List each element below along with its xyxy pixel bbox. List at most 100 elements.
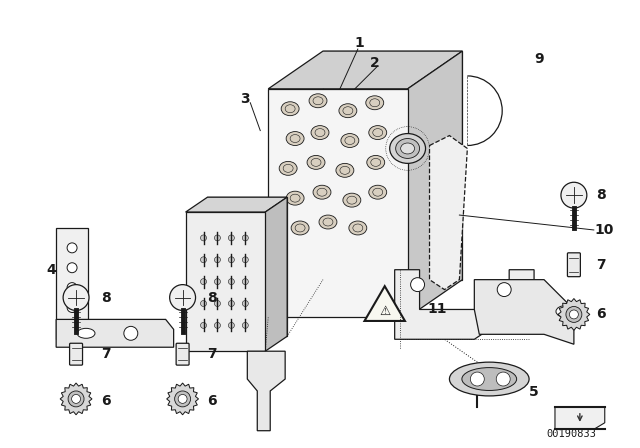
Polygon shape xyxy=(474,280,574,344)
Circle shape xyxy=(497,283,511,297)
Circle shape xyxy=(243,257,248,263)
Ellipse shape xyxy=(339,104,357,118)
Circle shape xyxy=(200,301,207,306)
Circle shape xyxy=(67,283,77,293)
Circle shape xyxy=(228,301,234,306)
Circle shape xyxy=(72,394,81,403)
Text: 3: 3 xyxy=(241,92,250,106)
Ellipse shape xyxy=(349,221,367,235)
Circle shape xyxy=(170,284,196,310)
Ellipse shape xyxy=(369,125,387,139)
Text: 2: 2 xyxy=(370,56,380,70)
Polygon shape xyxy=(558,298,590,330)
Text: 5: 5 xyxy=(529,385,539,399)
Circle shape xyxy=(228,235,234,241)
Ellipse shape xyxy=(281,102,299,116)
Ellipse shape xyxy=(286,132,304,146)
Circle shape xyxy=(214,323,220,328)
Circle shape xyxy=(200,257,207,263)
Circle shape xyxy=(243,323,248,328)
Circle shape xyxy=(214,279,220,284)
Polygon shape xyxy=(56,228,88,339)
Ellipse shape xyxy=(556,306,576,318)
Text: 9: 9 xyxy=(534,52,544,66)
Polygon shape xyxy=(166,383,198,415)
Circle shape xyxy=(228,257,234,263)
Text: 1: 1 xyxy=(355,36,365,50)
Ellipse shape xyxy=(311,125,329,139)
Ellipse shape xyxy=(319,215,337,229)
Polygon shape xyxy=(323,51,462,280)
Circle shape xyxy=(200,323,207,328)
Circle shape xyxy=(124,326,138,340)
Ellipse shape xyxy=(313,185,331,199)
Polygon shape xyxy=(207,197,287,336)
Circle shape xyxy=(570,310,579,319)
Text: ⚠: ⚠ xyxy=(379,305,390,318)
Text: 4: 4 xyxy=(46,263,56,277)
Ellipse shape xyxy=(309,94,327,108)
FancyBboxPatch shape xyxy=(70,343,83,365)
Ellipse shape xyxy=(369,185,387,199)
Circle shape xyxy=(243,301,248,306)
Ellipse shape xyxy=(77,328,95,338)
Text: 6: 6 xyxy=(596,307,605,321)
Polygon shape xyxy=(60,383,92,415)
Circle shape xyxy=(68,391,84,407)
Circle shape xyxy=(411,278,424,292)
Circle shape xyxy=(561,182,587,208)
Polygon shape xyxy=(247,351,285,431)
Polygon shape xyxy=(186,212,265,351)
Ellipse shape xyxy=(343,193,361,207)
Polygon shape xyxy=(408,51,462,318)
Ellipse shape xyxy=(336,164,354,177)
Circle shape xyxy=(178,394,187,403)
Circle shape xyxy=(200,235,207,241)
Polygon shape xyxy=(56,319,173,347)
Circle shape xyxy=(228,279,234,284)
Polygon shape xyxy=(395,270,534,339)
Polygon shape xyxy=(365,286,405,321)
Circle shape xyxy=(67,243,77,253)
Ellipse shape xyxy=(307,155,325,169)
Circle shape xyxy=(214,257,220,263)
Ellipse shape xyxy=(286,191,304,205)
Text: 00190833: 00190833 xyxy=(546,429,596,439)
Ellipse shape xyxy=(291,221,309,235)
Ellipse shape xyxy=(390,134,426,164)
Ellipse shape xyxy=(449,362,529,396)
Text: 8: 8 xyxy=(101,291,111,305)
Text: 8: 8 xyxy=(596,188,605,202)
Text: 6: 6 xyxy=(101,394,111,408)
Text: 6: 6 xyxy=(207,394,217,408)
Circle shape xyxy=(228,323,234,328)
Circle shape xyxy=(243,279,248,284)
Ellipse shape xyxy=(462,368,516,391)
FancyBboxPatch shape xyxy=(568,253,580,277)
Circle shape xyxy=(566,306,582,323)
Circle shape xyxy=(200,279,207,284)
Circle shape xyxy=(63,284,89,310)
Text: 10: 10 xyxy=(595,223,614,237)
Circle shape xyxy=(496,372,510,386)
Ellipse shape xyxy=(396,138,420,159)
Circle shape xyxy=(243,235,248,241)
Text: 11: 11 xyxy=(428,302,447,316)
Ellipse shape xyxy=(366,96,384,110)
Circle shape xyxy=(67,319,77,329)
Polygon shape xyxy=(555,407,605,429)
Polygon shape xyxy=(268,89,408,318)
Polygon shape xyxy=(429,136,467,289)
Circle shape xyxy=(175,391,191,407)
Text: 8: 8 xyxy=(207,291,217,305)
Polygon shape xyxy=(268,51,462,89)
Polygon shape xyxy=(186,197,287,212)
Circle shape xyxy=(67,263,77,273)
Circle shape xyxy=(67,302,77,312)
Ellipse shape xyxy=(279,161,297,175)
Ellipse shape xyxy=(341,134,359,147)
Text: 7: 7 xyxy=(596,258,605,272)
FancyArrowPatch shape xyxy=(578,414,582,420)
Ellipse shape xyxy=(367,155,385,169)
Circle shape xyxy=(470,372,484,386)
